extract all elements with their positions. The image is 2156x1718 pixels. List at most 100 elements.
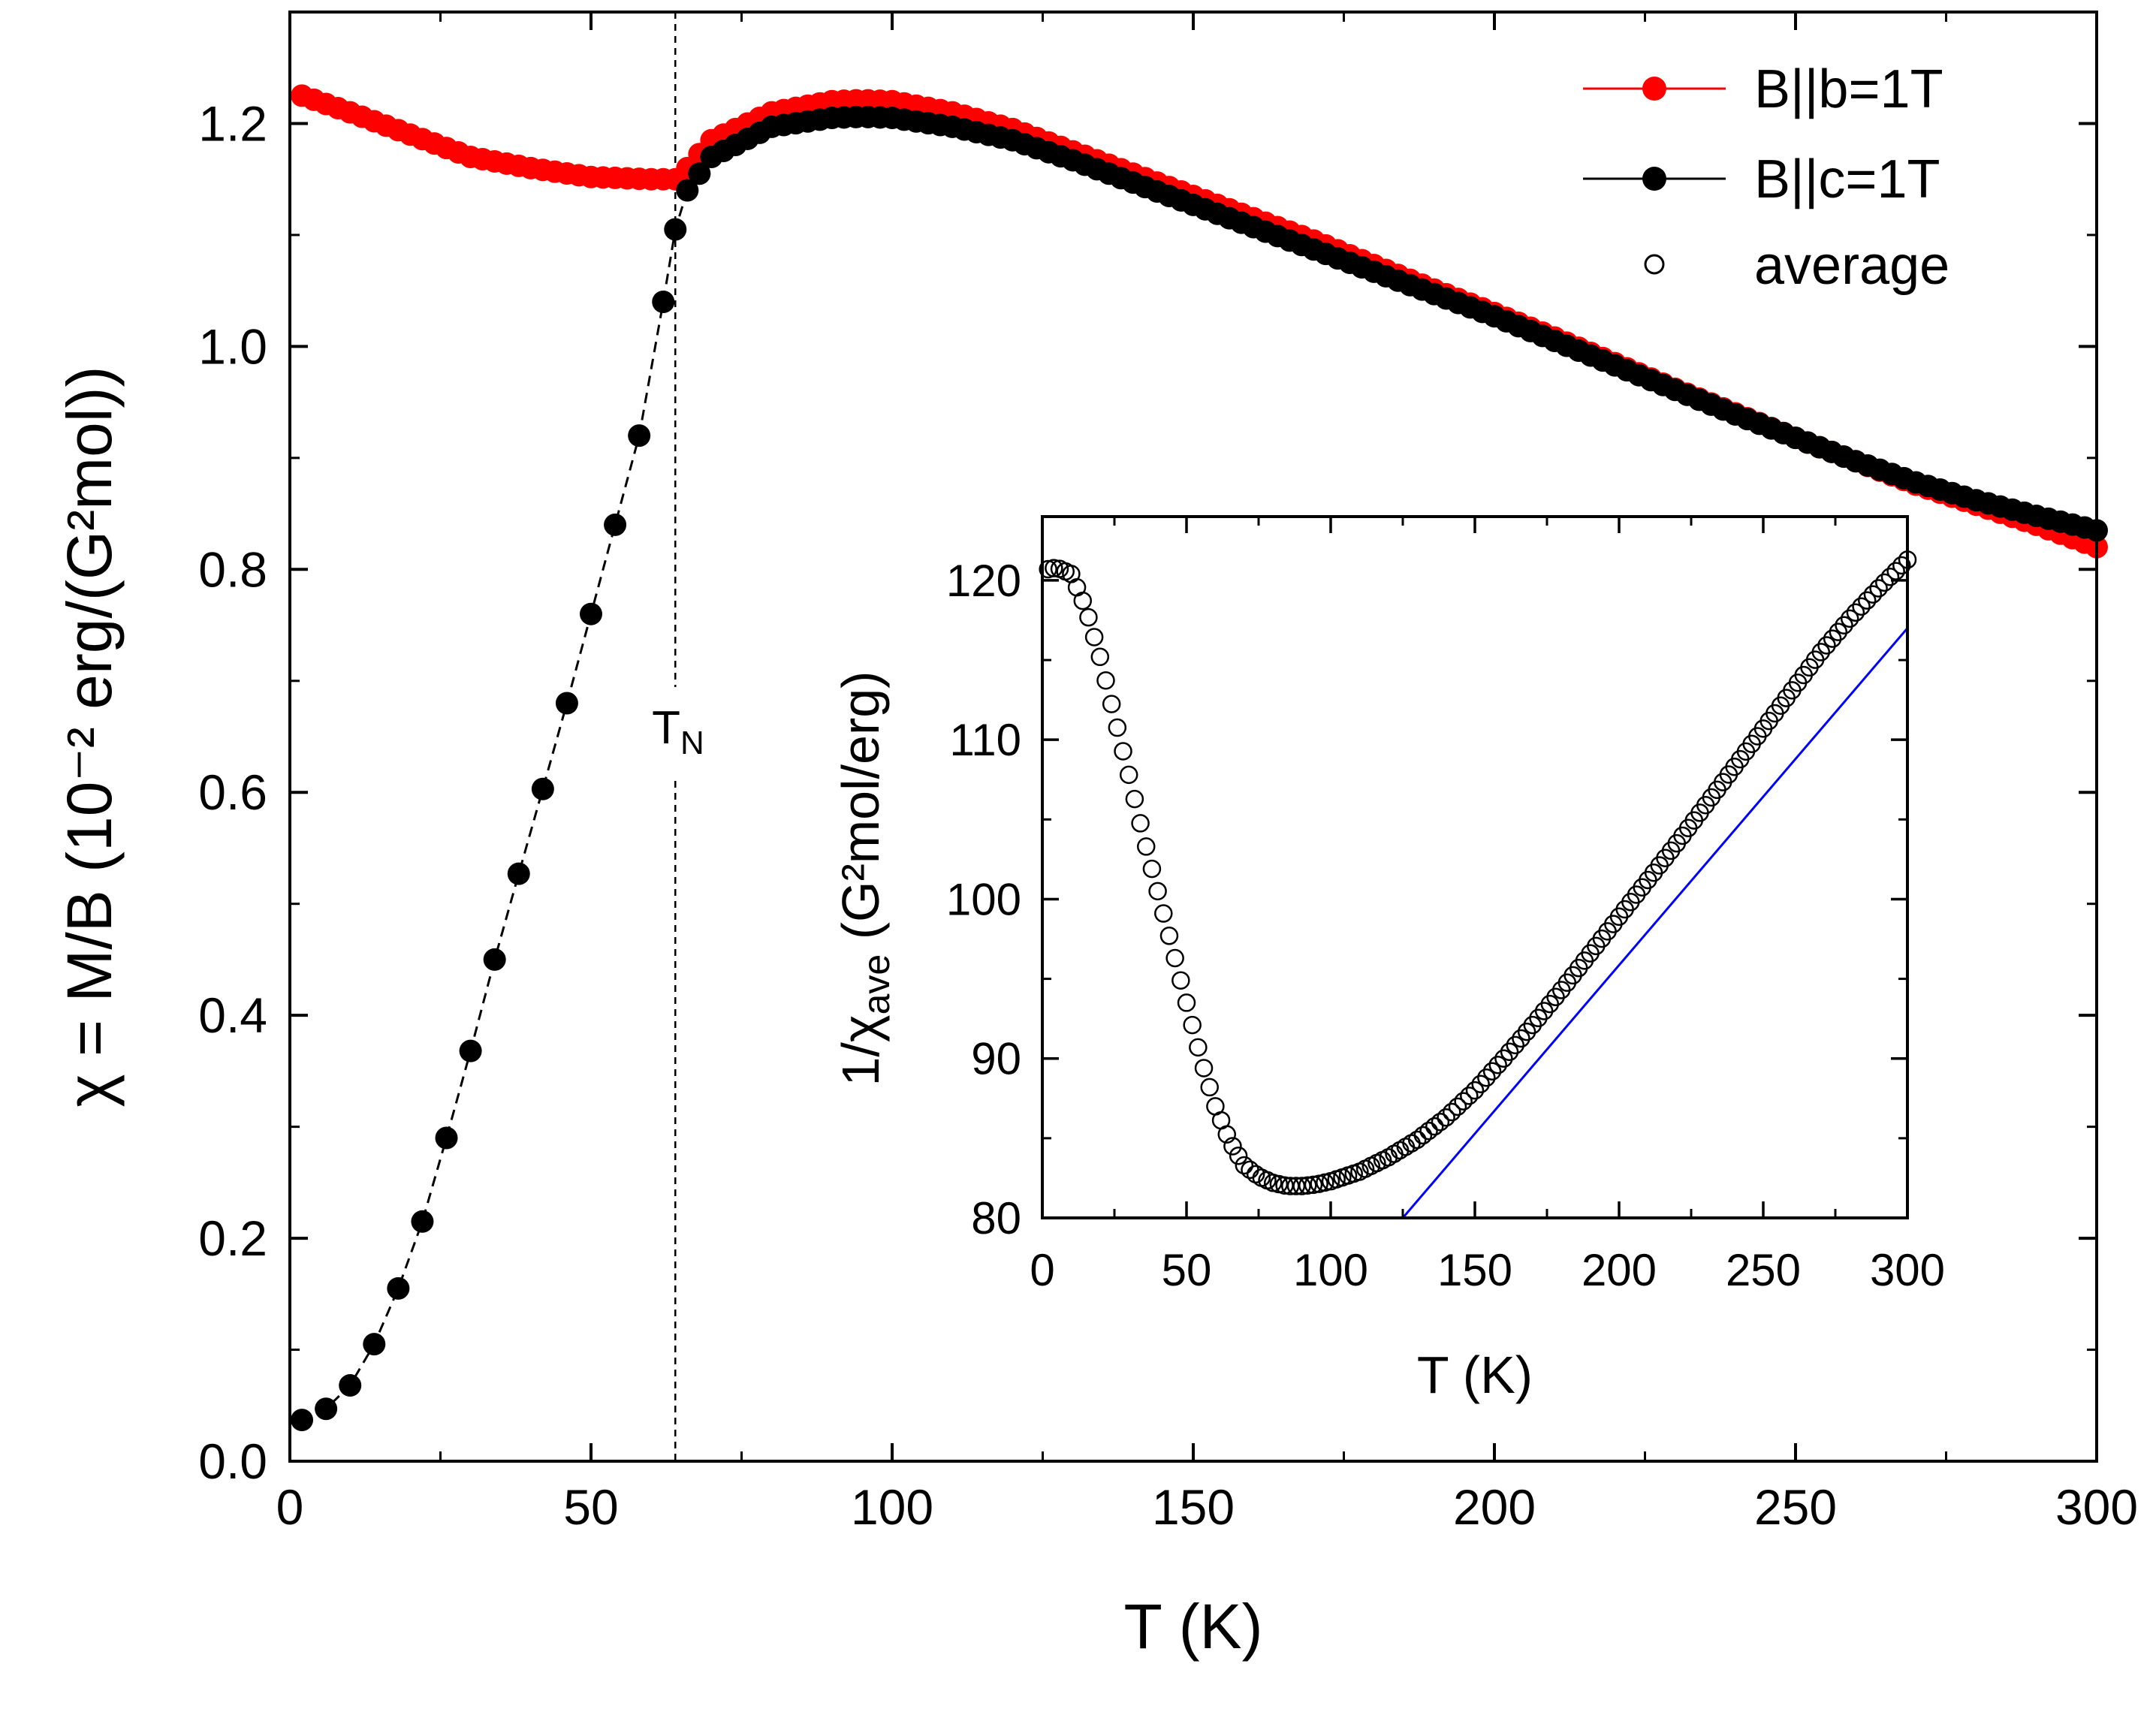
inset-x-tick-label: 100 <box>1293 1245 1368 1295</box>
main-data-marks <box>291 12 2108 1461</box>
inset-data-point <box>1136 837 1156 856</box>
data-point-c <box>411 1210 434 1233</box>
inset-data-point <box>1512 1029 1530 1048</box>
inset-x-tick-label: 200 <box>1582 1245 1657 1295</box>
y-tick-label: 0.6 <box>198 764 267 820</box>
legend-label-c: B||c=1T <box>1754 149 1940 209</box>
data-point-c <box>339 1374 362 1397</box>
inset-data-point <box>1304 1175 1323 1195</box>
main-axis-ticks: 0 50 100 150 200 250 300 0.0 0.2 0.4 0.6 0.8 1.0 1.2 <box>198 11 2138 1535</box>
inset-x-tick-label: 0 <box>1030 1245 1054 1295</box>
inset-y-tick-label: 100 <box>946 874 1021 924</box>
x-tick-label: 150 <box>1152 1479 1235 1535</box>
inset-data-point <box>1460 1087 1479 1105</box>
inset-data-point <box>1488 1055 1507 1075</box>
inset-x-tick-label: 150 <box>1437 1245 1512 1295</box>
inset-data-point <box>1846 603 1865 622</box>
inset-data-point <box>1102 695 1121 713</box>
inset-y-tick-label: 80 <box>971 1193 1021 1243</box>
inset-y-tick-label: 110 <box>949 715 1021 765</box>
inset-data-point <box>1892 556 1911 575</box>
inset-data-point <box>1811 643 1831 662</box>
inset-data-point <box>1829 622 1848 641</box>
inset-data-point <box>1857 591 1877 610</box>
x-tick-label: 300 <box>2055 1479 2138 1535</box>
inset-data-point <box>1183 1015 1202 1035</box>
data-point-c <box>676 179 699 202</box>
inset-data-point <box>1096 671 1115 690</box>
inset-x-tick-label: 50 <box>1162 1245 1212 1295</box>
inset-data-point <box>1880 567 1900 586</box>
data-point-c <box>664 218 687 241</box>
data-point-c <box>435 1126 458 1150</box>
inset-data-point <box>1477 1068 1496 1087</box>
inset-data-point <box>1506 1035 1525 1055</box>
inset-data-point <box>1494 1049 1513 1068</box>
inset-data-point <box>1177 993 1196 1012</box>
data-point-c <box>604 513 627 536</box>
x-tick-label: 100 <box>851 1479 933 1535</box>
inset-data-point <box>1454 1092 1473 1111</box>
y-tick-label: 1.0 <box>198 318 267 374</box>
tn-subscript: N <box>680 725 704 761</box>
inset-data-point <box>1165 948 1184 968</box>
data-point-c <box>507 862 530 885</box>
inset-data-point <box>1217 1125 1237 1144</box>
inset-data-point <box>1084 628 1104 647</box>
legend-marker-c <box>1642 167 1666 191</box>
y-tick-label: 0.8 <box>198 541 267 597</box>
main-legend: B||b=1T B||c=1T average <box>1583 59 1949 296</box>
inset-background <box>1042 517 1907 1218</box>
inset-chart: 0 50 100 150 200 250 300 80 90 100 110 120 T (K) 1/… <box>831 515 1945 1404</box>
inset-fit-line <box>1401 627 1909 1219</box>
inset-y-tick-label: 90 <box>971 1034 1021 1084</box>
data-point-c <box>483 948 506 971</box>
y-tick-label: 0.2 <box>198 1210 267 1266</box>
legend-marker-b <box>1642 77 1666 101</box>
inset-data-point <box>1443 1102 1461 1122</box>
data-point-c <box>652 291 675 313</box>
tn-annotation: TN <box>652 702 704 761</box>
inset-data-marks <box>1039 550 1917 1219</box>
data-point-c <box>531 777 554 800</box>
y-tick-label: 0.4 <box>198 987 267 1043</box>
inset-data-point <box>1413 1126 1433 1145</box>
inset-data-point <box>1090 647 1110 667</box>
legend-label-b: B||b=1T <box>1754 59 1943 119</box>
inset-data-point <box>1229 1146 1248 1165</box>
legend-label-average: average <box>1754 236 1949 296</box>
inset-data-point <box>1823 629 1842 648</box>
inset-data-point <box>1863 585 1883 604</box>
inset-x-tick-label: 300 <box>1870 1245 1945 1295</box>
inset-x-tick-label: 250 <box>1726 1245 1801 1295</box>
x-tick-label: 200 <box>1453 1479 1536 1535</box>
inset-data-point <box>1142 859 1162 879</box>
inset-data-point <box>1154 904 1173 923</box>
inset-data-point <box>1298 1176 1317 1195</box>
inset-y-label-chi: 1/χ <box>831 1014 890 1086</box>
inset-y-label-unit: (G²mol/erg) <box>831 671 890 954</box>
inset-data-point <box>1425 1117 1444 1136</box>
inset-data-point <box>1465 1081 1485 1100</box>
inset-data-point <box>1448 1097 1467 1117</box>
main-x-axis-label: T (K) <box>1123 1591 1262 1662</box>
data-point-c <box>387 1276 410 1300</box>
inset-y-tick-label: 120 <box>946 556 1021 606</box>
inset-data-point <box>1194 1059 1214 1078</box>
y-tick-label: 0.0 <box>198 1433 267 1489</box>
inset-data-point <box>1852 597 1871 616</box>
inset-data-point <box>1073 591 1093 610</box>
inset-data-point <box>1869 579 1888 598</box>
x-tick-label: 250 <box>1754 1479 1837 1535</box>
inset-data-point <box>1840 609 1859 628</box>
inset-data-point <box>1159 927 1179 945</box>
x-tick-label: 0 <box>276 1479 304 1535</box>
inset-data-point <box>1200 1078 1219 1097</box>
y-tick-label: 1.2 <box>198 95 267 151</box>
inset-data-point <box>1517 1022 1536 1041</box>
inset-data-point <box>1817 636 1836 655</box>
inset-data-point <box>1292 1177 1311 1195</box>
data-point-c <box>628 424 651 448</box>
inset-data-point <box>1131 814 1150 833</box>
